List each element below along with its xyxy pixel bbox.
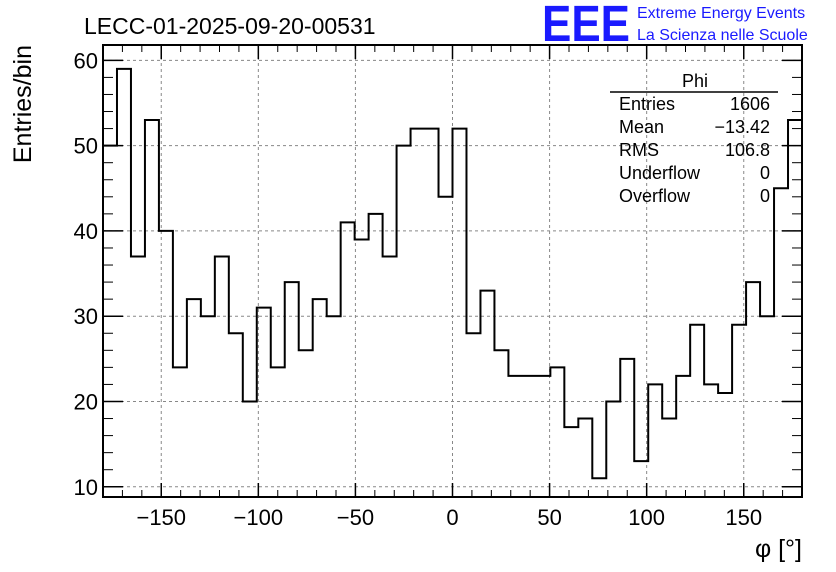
stats-label-mean: Mean <box>619 117 664 137</box>
x-tick-labels: −150 −100 −50 0 50 100 150 <box>136 505 762 530</box>
stats-value-underflow: 0 <box>760 163 770 183</box>
x-tick-label: −50 <box>337 505 374 530</box>
y-tick-labels: 10 20 30 40 50 60 <box>74 48 98 499</box>
chart-title: LECC-01-2025-09-20-00531 <box>84 13 376 39</box>
stats-box: Phi Entries 1606 Mean −13.42 RMS 106.8 U… <box>610 71 778 206</box>
x-tick-label: −100 <box>234 505 284 530</box>
stats-label-overflow: Overflow <box>619 186 691 206</box>
y-tick-label: 30 <box>74 304 98 329</box>
stats-value-mean: −13.42 <box>714 117 770 137</box>
stats-label-rms: RMS <box>619 140 659 160</box>
logo-wordmark: EEE <box>542 0 630 52</box>
eee-logo: EEE Extreme Energy Events La Scienza nel… <box>542 0 808 52</box>
stats-value-entries: 1606 <box>730 94 770 114</box>
stats-value-rms: 106.8 <box>725 140 770 160</box>
axis-ticks <box>103 45 802 497</box>
histogram-line <box>103 67 802 480</box>
y-tick-label: 40 <box>74 219 98 244</box>
x-tick-label: 0 <box>446 505 458 530</box>
y-tick-label: 60 <box>74 48 98 73</box>
x-tick-label: 50 <box>537 505 561 530</box>
grid-lines <box>103 45 802 497</box>
logo-line-1: Extreme Energy Events <box>637 5 805 22</box>
logo-line-2: La Scienza nelle Scuole <box>637 27 808 44</box>
y-axis-label: Entries/bin <box>9 45 37 163</box>
x-tick-label: 150 <box>725 505 762 530</box>
stats-name: Phi <box>682 71 708 91</box>
stats-value-overflow: 0 <box>760 186 770 206</box>
stats-label-entries: Entries <box>619 94 675 114</box>
stats-label-underflow: Underflow <box>619 163 701 183</box>
x-tick-label: −150 <box>136 505 186 530</box>
y-tick-label: 10 <box>74 475 98 500</box>
x-axis-label: φ [°] <box>755 535 802 563</box>
y-tick-label: 20 <box>74 389 98 414</box>
x-tick-label: 100 <box>628 505 665 530</box>
y-tick-label: 50 <box>74 134 98 159</box>
